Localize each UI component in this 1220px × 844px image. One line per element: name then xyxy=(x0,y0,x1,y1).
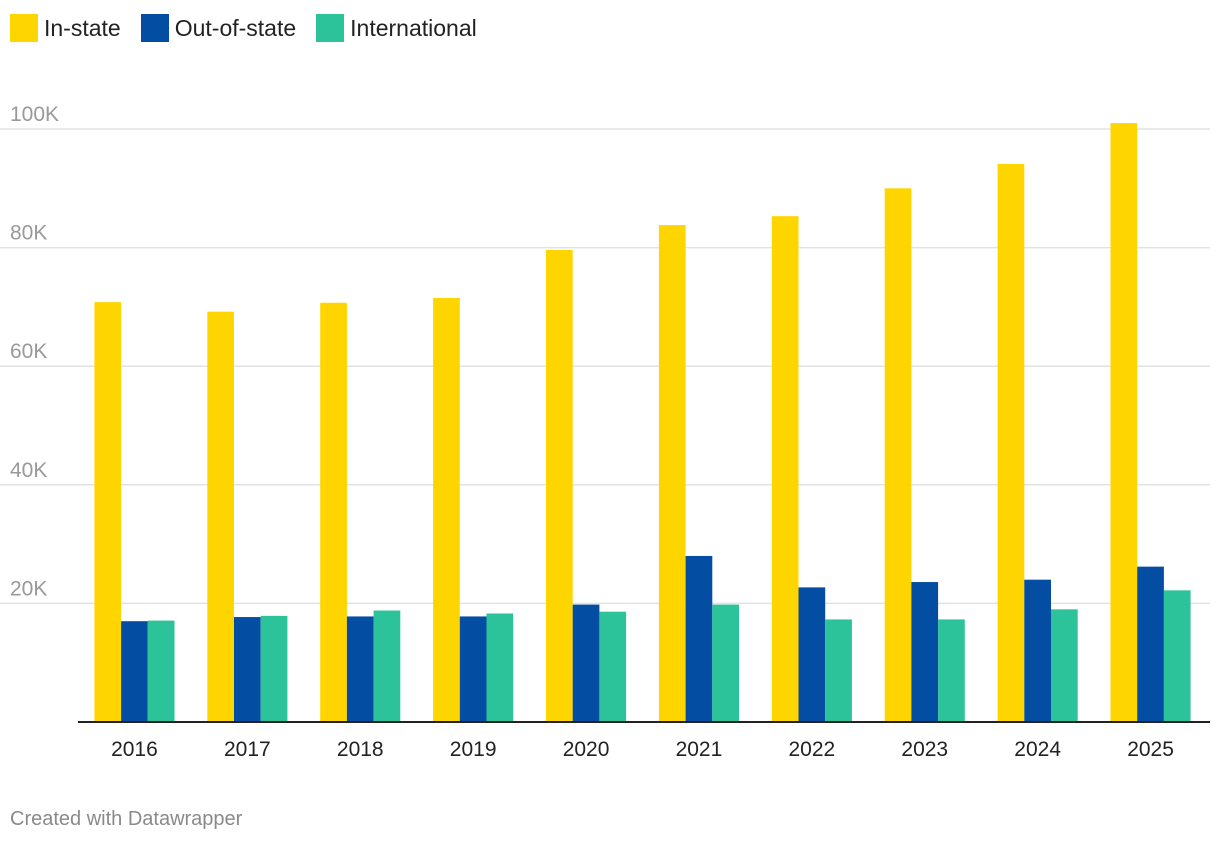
bar-in-state-2025 xyxy=(1110,123,1138,722)
x-tick-label-2018: 2018 xyxy=(337,738,384,761)
x-tick-label-2025: 2025 xyxy=(1127,738,1174,761)
bar-out-of-state-2019 xyxy=(459,616,487,722)
bar-international-2017 xyxy=(260,615,288,722)
legend-swatch-international xyxy=(316,14,345,42)
bar-international-2024 xyxy=(1051,609,1078,722)
x-tick-label-2020: 2020 xyxy=(563,738,610,761)
x-tick-label-2022: 2022 xyxy=(788,738,835,761)
bar-international-2018 xyxy=(373,610,401,722)
legend-swatch-in-state xyxy=(10,14,38,42)
bar-in-state-2020 xyxy=(546,249,573,723)
bar-out-of-state-2020 xyxy=(572,604,600,722)
bar-in-state-2023 xyxy=(884,188,912,723)
bar-international-2021 xyxy=(712,604,739,722)
bar-out-of-state-2024 xyxy=(1024,579,1051,722)
legend: In-state Out-of-state International xyxy=(10,14,497,42)
y-tick-label-60K: 60K xyxy=(10,340,47,363)
bar-in-state-2019 xyxy=(433,298,460,722)
bar-international-2025 xyxy=(1163,590,1191,722)
legend-label-international: International xyxy=(350,14,477,41)
y-tick-label-40K: 40K xyxy=(10,459,47,482)
bar-out-of-state-2023 xyxy=(911,582,939,722)
bar-in-state-2024 xyxy=(997,163,1025,722)
legend-item-out-of-state: Out-of-state xyxy=(140,14,297,42)
legend-swatch-out-of-state xyxy=(140,14,169,42)
bar-out-of-state-2018 xyxy=(346,616,374,722)
bar-international-2020 xyxy=(599,611,627,722)
bar-international-2023 xyxy=(938,619,965,722)
y-tick-label-20K: 20K xyxy=(10,577,47,600)
legend-item-in-state: In-state xyxy=(10,14,121,42)
bar-out-of-state-2017 xyxy=(234,617,261,722)
x-tick-label-2021: 2021 xyxy=(676,738,723,761)
bar-international-2019 xyxy=(486,613,514,722)
bar-in-state-2021 xyxy=(658,225,686,723)
bar-out-of-state-2022 xyxy=(798,587,826,722)
bar-in-state-2016 xyxy=(94,302,122,722)
x-tick-label-2024: 2024 xyxy=(1014,738,1061,761)
x-tick-label-2016: 2016 xyxy=(111,738,158,761)
legend-item-international: International xyxy=(316,14,477,42)
bar-international-2022 xyxy=(825,619,852,722)
y-tick-label-100K: 100K xyxy=(10,103,59,126)
bar-in-state-2017 xyxy=(207,311,234,722)
legend-label-out-of-state: Out-of-state xyxy=(174,14,297,41)
bar-out-of-state-2021 xyxy=(685,555,713,722)
x-tick-label-2019: 2019 xyxy=(450,738,497,761)
x-tick-label-2023: 2023 xyxy=(901,738,948,761)
y-tick-label-80K: 80K xyxy=(10,222,47,245)
bar-international-2016 xyxy=(147,620,175,722)
legend-label-in-state: In-state xyxy=(44,14,121,41)
x-tick-label-2017: 2017 xyxy=(224,738,271,761)
bar-out-of-state-2025 xyxy=(1137,566,1164,722)
footer-credit: Created with Datawrapper xyxy=(10,808,243,830)
bar-in-state-2018 xyxy=(320,302,347,722)
bar-in-state-2022 xyxy=(771,216,799,722)
bar-out-of-state-2016 xyxy=(121,621,148,722)
